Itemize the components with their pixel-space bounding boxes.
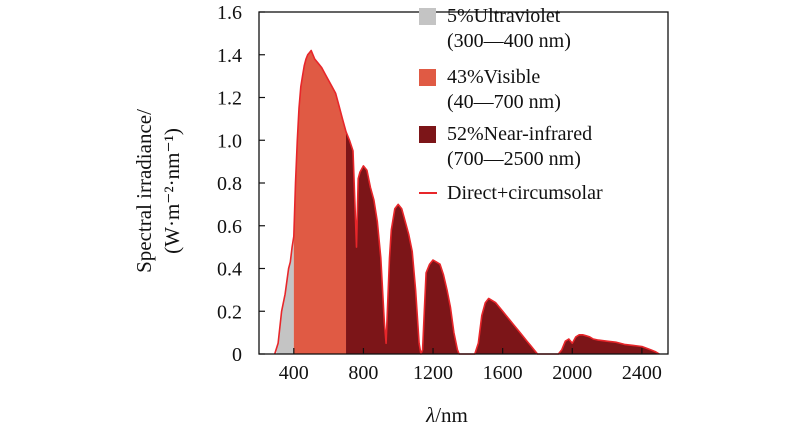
legend-swatch-near-infrared [419, 126, 436, 143]
x-tick-label: 2000 [552, 362, 592, 384]
y-tick-label: 0.8 [217, 173, 242, 195]
x-tick-label: 800 [348, 362, 378, 384]
legend: 5%Ultraviolet (300—400 nm) 43%Visible (40—7… [419, 5, 603, 204]
x-tick-label: 2400 [622, 362, 662, 384]
y-tick-label: 0.2 [217, 301, 242, 323]
x-tick-label: 400 [279, 362, 309, 384]
legend-label-range: (40—700 nm) [447, 91, 561, 113]
y-axis-label-line2: (W·m⁻²·nm⁻¹) [160, 128, 184, 254]
x-tick-label: 1600 [483, 362, 523, 384]
direct-circumsolar-line [273, 49, 660, 355]
legend-swatch-ultraviolet [419, 8, 436, 25]
y-tick-label: 1.4 [217, 45, 242, 67]
x-tick-label: 1200 [413, 362, 453, 384]
x-axis-label-symbol: λ [425, 403, 435, 427]
y-tick-label: 1.0 [217, 130, 242, 152]
x-axis-label: λ/nm [425, 403, 468, 427]
legend-label: 5%Ultraviolet [447, 5, 561, 27]
y-axis-label-line1: Spectral irradiance/ [132, 109, 156, 273]
y-tick-label: 1.6 [217, 2, 242, 24]
x-axis-label-unit: /nm [435, 403, 468, 427]
legend-label: Direct+circumsolar [447, 182, 603, 204]
y-axis-label: Spectral irradiance/ (W·m⁻²·nm⁻¹) [132, 109, 184, 273]
legend-label: 52%Near-infrared [447, 123, 592, 145]
y-tick-label: 0.6 [217, 216, 242, 238]
legend-label-range: (300—400 nm) [447, 30, 571, 52]
legend-label: 43%Visible [447, 66, 540, 88]
y-tick-label: 1.2 [217, 88, 242, 110]
x-axis-ticks: 400 800 1200 1600 2000 2400 [279, 348, 662, 384]
band-area-near-infrared [346, 131, 660, 354]
y-tick-label: 0 [232, 344, 242, 366]
y-axis-ticks: 0 0.2 0.4 0.6 0.8 1.0 1.2 1.4 1.6 [217, 2, 265, 366]
band-area-visible [293, 50, 347, 354]
y-tick-label: 0.4 [217, 259, 242, 281]
legend-label-range: (700—2500 nm) [447, 148, 581, 170]
legend-swatch-visible [419, 69, 436, 86]
